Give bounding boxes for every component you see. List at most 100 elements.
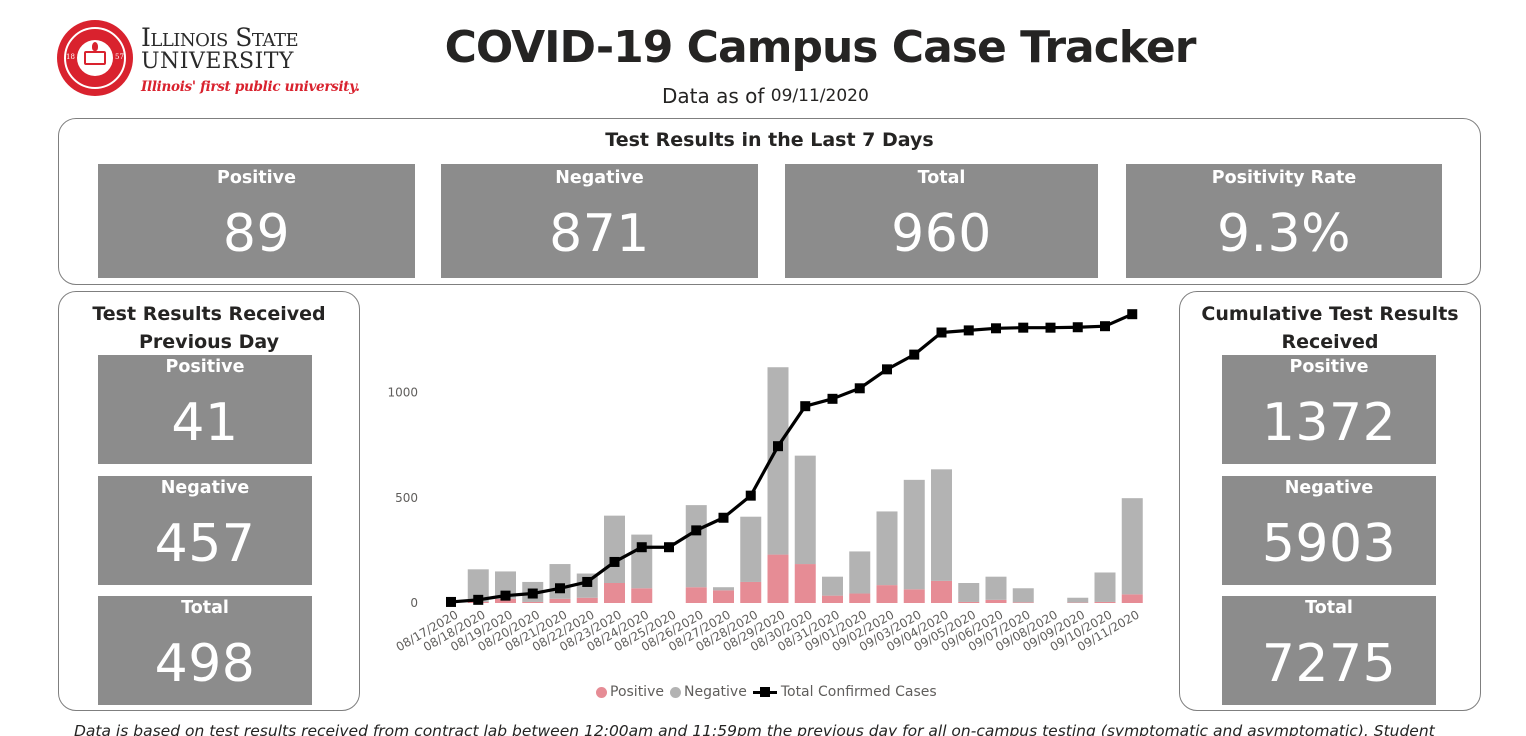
- cumulative-title-line2: Received: [1281, 331, 1379, 353]
- bar-negative: [849, 551, 871, 594]
- total-confirmed-marker: [1072, 322, 1083, 333]
- bar-positive: [876, 585, 898, 603]
- university-logo: 18 57 Illinois State UNIVERSITY Illinois…: [57, 20, 367, 100]
- bar-negative: [1121, 498, 1143, 595]
- bar-negative: [794, 455, 816, 565]
- chart-legend: Positive Negative Total Confirmed Cases: [596, 684, 943, 700]
- legend-item-positive[interactable]: Positive: [596, 684, 664, 700]
- card-label: Positive: [1289, 357, 1369, 377]
- bar-positive: [903, 589, 925, 603]
- legend-item-negative[interactable]: Negative: [669, 684, 747, 700]
- page-title: COVID-19 Campus Case Tracker: [444, 22, 1197, 73]
- cumulative-title-line1: Cumulative Test Results: [1201, 303, 1459, 325]
- university-name-line1: Illinois State: [141, 23, 299, 52]
- card-label: Negative: [1284, 478, 1374, 498]
- total-confirmed-marker: [664, 542, 674, 553]
- bar-positive: [1012, 602, 1034, 603]
- last-7-days-title: Test Results in the Last 7 Days: [605, 129, 934, 151]
- total-confirmed-marker: [991, 323, 1001, 334]
- bar-negative: [740, 516, 762, 582]
- university-name-line2: UNIVERSITY: [141, 49, 294, 74]
- total-confirmed-marker: [909, 349, 920, 360]
- bar-negative: [1067, 597, 1089, 603]
- bar-positive: [522, 601, 544, 603]
- bar-positive: [713, 590, 734, 603]
- bar-positive: [931, 580, 952, 603]
- card-label: Negative: [160, 478, 250, 498]
- total-confirmed-marker: [636, 542, 647, 553]
- seal-year-right: 57: [115, 53, 124, 61]
- card-value: 89: [222, 204, 291, 264]
- chart-svg: 0500100008/17/202008/18/202008/19/202008…: [387, 309, 1143, 654]
- card-label: Positive: [217, 168, 296, 188]
- previous-day-title: Test Results Received Previous Day: [59, 300, 359, 356]
- previous-day-total-card: Total 498: [98, 596, 312, 705]
- bar-negative: [822, 576, 843, 596]
- card-value: 457: [154, 514, 256, 574]
- bar-positive: [576, 597, 598, 603]
- cumulative-total-card: Total 7275: [1222, 596, 1436, 705]
- total-confirmed-marker: [936, 327, 947, 338]
- card-value: 498: [154, 634, 256, 694]
- card-label: Positivity Rate: [1211, 168, 1357, 188]
- as-of-date: 09/11/2020: [770, 86, 869, 106]
- bar-positive: [604, 583, 625, 603]
- bar-negative: [467, 569, 489, 602]
- cumulative-title: Cumulative Test Results Received: [1180, 300, 1480, 356]
- card-value: 7275: [1261, 634, 1397, 694]
- total-confirmed-marker: [609, 556, 620, 567]
- total-confirmed-marker: [800, 401, 811, 412]
- footer-note: Data is based on test results received f…: [74, 722, 1435, 736]
- previous-day-negative-card: Negative 457: [98, 476, 312, 585]
- total-confirmed-marker: [718, 512, 729, 523]
- card-value: 871: [549, 204, 650, 264]
- total-confirmed-marker: [1127, 309, 1138, 320]
- total-confirmed-marker: [827, 393, 838, 404]
- bar-negative: [1012, 588, 1034, 603]
- bar-positive: [631, 588, 653, 603]
- total-confirmed-marker: [691, 525, 702, 536]
- bar-positive: [495, 598, 516, 603]
- card-value: 9.3%: [1216, 204, 1352, 264]
- bar-positive: [794, 564, 816, 603]
- y-tick-label: 500: [395, 491, 418, 505]
- as-of-label: Data as of: [662, 84, 765, 108]
- bar-positive: [685, 587, 707, 603]
- total-confirmed-line: [450, 312, 1133, 604]
- total-confirmed-marker: [527, 588, 538, 599]
- last7-positivity-rate-card: Positivity Rate 9.3%: [1126, 164, 1442, 278]
- legend-item-total-confirmed[interactable]: Total Confirmed Cases: [752, 684, 937, 700]
- positive-legend-dot-icon: [596, 686, 607, 698]
- bar-negative: [767, 367, 789, 555]
- total-confirmed-marker: [446, 596, 456, 607]
- data-as-of: Data as of 09/11/2020: [662, 84, 869, 108]
- total-confirmed-marker: [963, 325, 974, 336]
- bar-negative: [985, 576, 1007, 600]
- university-tagline: Illinois' first public university.: [141, 79, 360, 95]
- card-label: Positive: [165, 357, 245, 377]
- card-label: Total: [181, 598, 229, 618]
- total-confirmed-marker: [582, 576, 593, 587]
- total-confirmed-marker: [854, 383, 865, 394]
- bar-negative: [958, 583, 980, 602]
- y-tick-label: 1000: [387, 386, 418, 400]
- bar-negative: [495, 571, 516, 599]
- bar-positive: [1121, 594, 1143, 603]
- previous-day-title-line2: Previous Day: [139, 331, 279, 353]
- bar-negative: [876, 511, 898, 586]
- bar-negative: [931, 469, 952, 581]
- daily-results-chart: 0 500 1000 08/17/2020 08/18/2020 08/19/2020 08…: [370, 290, 1170, 710]
- card-label: Negative: [555, 168, 644, 188]
- legend-label: Positive: [610, 684, 664, 700]
- bar-positive: [958, 601, 980, 603]
- bar-positive: [549, 598, 571, 603]
- bar-positive: [740, 581, 762, 603]
- line-marker-legend-icon: [752, 686, 777, 698]
- bar-negative: [549, 564, 571, 599]
- bar-negative: [903, 479, 925, 590]
- bar-negative: [604, 515, 625, 584]
- total-confirmed-marker: [555, 583, 565, 594]
- cumulative-negative-card: Negative 5903: [1222, 476, 1436, 585]
- bar-negative: [713, 587, 734, 591]
- card-value: 41: [171, 393, 239, 453]
